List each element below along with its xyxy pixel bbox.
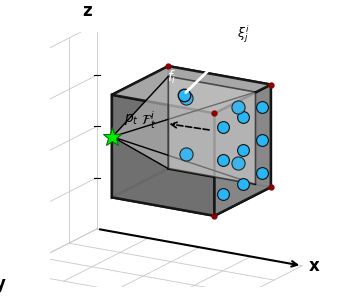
Polygon shape	[112, 76, 168, 169]
Polygon shape	[112, 92, 256, 184]
Text: z: z	[82, 2, 92, 20]
Text: $f_i$: $f_i$	[167, 69, 177, 86]
Polygon shape	[112, 95, 214, 216]
Text: $\xi_j^i$: $\xi_j^i$	[237, 23, 249, 45]
Polygon shape	[168, 76, 256, 184]
Polygon shape	[112, 169, 271, 216]
Polygon shape	[112, 76, 256, 137]
Polygon shape	[112, 66, 271, 113]
Polygon shape	[112, 66, 168, 197]
Polygon shape	[214, 85, 271, 216]
Text: $\mathcal{F}_t^i$: $\mathcal{F}_t^i$	[141, 109, 157, 131]
Text: x: x	[309, 257, 320, 275]
Text: y: y	[0, 275, 6, 293]
Polygon shape	[112, 137, 256, 184]
Text: $p_t$: $p_t$	[125, 111, 139, 127]
Polygon shape	[168, 66, 271, 187]
